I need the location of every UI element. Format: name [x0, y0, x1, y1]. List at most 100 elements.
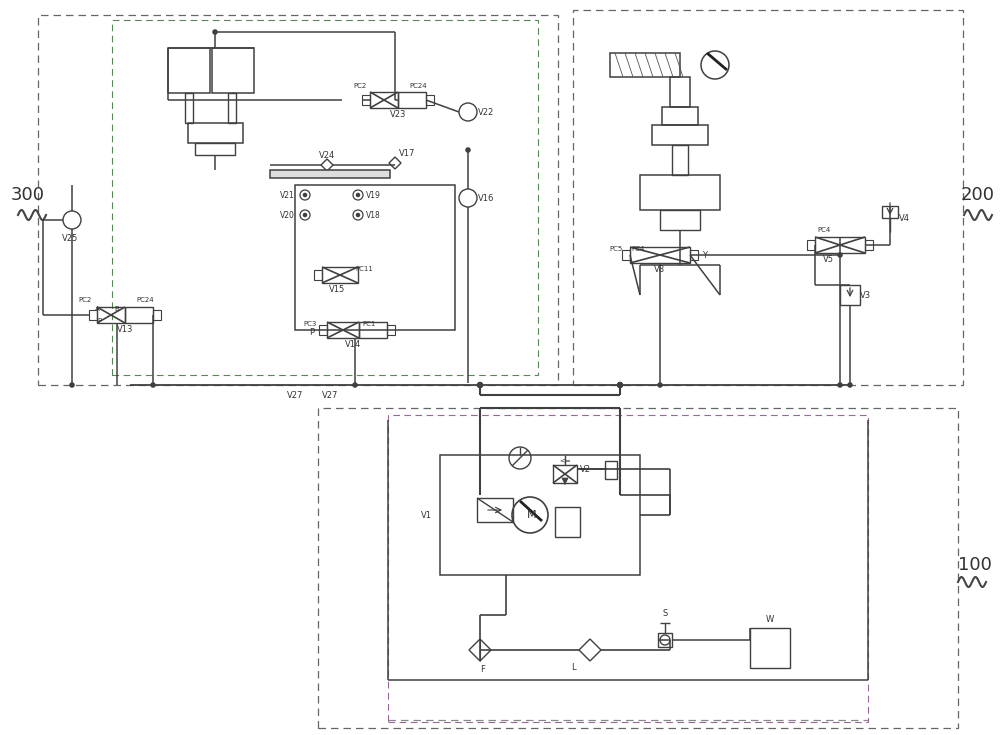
- Text: PC24: PC24: [409, 83, 427, 89]
- Text: V15: V15: [329, 284, 345, 293]
- Bar: [660, 210, 700, 230]
- Bar: [318, 408, 958, 728]
- Text: Y: Y: [702, 251, 708, 259]
- Text: V20: V20: [280, 210, 294, 220]
- Bar: [319, 325, 327, 335]
- Bar: [690, 250, 698, 260]
- Circle shape: [213, 30, 217, 34]
- Bar: [370, 92, 398, 108]
- Text: 300: 300: [11, 186, 45, 204]
- Bar: [672, 145, 688, 175]
- Circle shape: [618, 383, 622, 387]
- Text: V24: V24: [319, 151, 335, 159]
- Text: 100: 100: [958, 556, 992, 574]
- Text: S: S: [662, 609, 668, 618]
- Circle shape: [70, 383, 74, 387]
- Text: B: B: [115, 306, 119, 312]
- Circle shape: [356, 213, 360, 217]
- Bar: [387, 325, 395, 335]
- Bar: [865, 240, 873, 250]
- Bar: [440, 455, 640, 575]
- Bar: [188, 123, 243, 143]
- Text: F: F: [481, 665, 485, 675]
- Text: V22: V22: [478, 107, 494, 117]
- Bar: [398, 92, 426, 108]
- Text: V13: V13: [117, 324, 133, 334]
- Circle shape: [618, 382, 622, 387]
- Bar: [228, 93, 236, 123]
- Text: V21: V21: [280, 190, 294, 199]
- Circle shape: [151, 383, 155, 387]
- Bar: [212, 48, 254, 93]
- Text: V16: V16: [478, 193, 494, 203]
- Text: P: P: [309, 328, 315, 337]
- Polygon shape: [469, 639, 491, 661]
- Text: PC2: PC2: [353, 83, 367, 89]
- Text: V27: V27: [322, 390, 338, 400]
- Bar: [322, 267, 358, 283]
- Bar: [807, 240, 815, 250]
- Circle shape: [304, 193, 306, 196]
- Text: <=: <=: [559, 457, 571, 463]
- Bar: [295, 185, 455, 330]
- Bar: [388, 415, 868, 722]
- Text: PC11: PC11: [355, 266, 373, 272]
- Bar: [622, 250, 630, 260]
- Text: V25: V25: [62, 234, 78, 243]
- Bar: [553, 465, 577, 483]
- Polygon shape: [579, 639, 601, 661]
- Bar: [815, 237, 865, 253]
- Bar: [97, 307, 125, 323]
- Circle shape: [356, 193, 360, 196]
- Bar: [362, 95, 370, 105]
- Polygon shape: [321, 159, 333, 171]
- Text: V4: V4: [898, 213, 910, 223]
- Text: 200: 200: [961, 186, 995, 204]
- Bar: [195, 143, 235, 155]
- Polygon shape: [389, 157, 401, 169]
- Bar: [555, 507, 580, 537]
- Bar: [327, 322, 359, 338]
- Text: PC5: PC5: [609, 246, 623, 252]
- Bar: [840, 285, 860, 305]
- Circle shape: [304, 213, 306, 217]
- Circle shape: [838, 383, 842, 387]
- Text: L: L: [571, 664, 575, 673]
- Bar: [185, 93, 193, 123]
- Bar: [153, 310, 161, 320]
- Bar: [640, 175, 720, 210]
- Circle shape: [478, 382, 482, 387]
- Bar: [658, 633, 672, 647]
- Text: PC1: PC1: [362, 321, 376, 327]
- Text: PC3: PC3: [303, 321, 317, 327]
- Text: V5: V5: [822, 254, 834, 264]
- Text: V18: V18: [366, 210, 380, 220]
- Text: PC4: PC4: [817, 227, 831, 233]
- Circle shape: [848, 383, 852, 387]
- Text: V3: V3: [860, 290, 872, 299]
- Text: V17: V17: [399, 148, 415, 157]
- Text: V14: V14: [345, 340, 361, 348]
- Bar: [168, 48, 210, 93]
- Bar: [662, 107, 698, 125]
- Circle shape: [466, 148, 470, 152]
- Bar: [477, 498, 513, 522]
- Circle shape: [658, 383, 662, 387]
- Text: M: M: [527, 510, 537, 520]
- Bar: [112, 20, 538, 375]
- Text: V8: V8: [654, 265, 666, 273]
- Text: PC4: PC4: [631, 246, 645, 252]
- Text: V27: V27: [287, 390, 303, 400]
- Bar: [89, 310, 97, 320]
- Circle shape: [478, 383, 482, 387]
- Text: V23: V23: [390, 110, 406, 118]
- Bar: [270, 170, 390, 178]
- Circle shape: [353, 383, 357, 387]
- Bar: [125, 307, 153, 323]
- Text: A: A: [95, 306, 99, 312]
- Bar: [652, 125, 708, 145]
- Bar: [605, 461, 617, 479]
- Bar: [630, 247, 690, 263]
- Text: V19: V19: [366, 190, 380, 199]
- Bar: [426, 95, 434, 105]
